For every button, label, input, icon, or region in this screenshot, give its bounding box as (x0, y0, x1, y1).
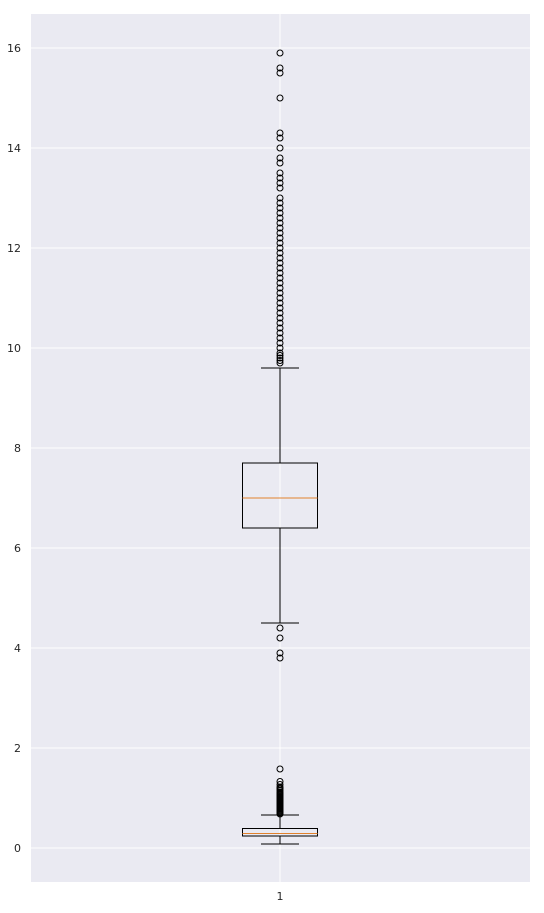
flier-point (276, 324, 284, 332)
flier-point (276, 154, 284, 162)
flier-point (276, 289, 284, 297)
flier-point (276, 209, 284, 217)
flier-point (276, 244, 284, 252)
flier-point (276, 634, 284, 642)
flier-point (276, 129, 284, 137)
flier-point (276, 279, 284, 287)
flier-point (276, 319, 284, 327)
flier-point (276, 204, 284, 212)
flier-point (276, 264, 284, 272)
flier-point (276, 159, 284, 167)
x-tick-label: 1 (277, 890, 284, 903)
flier-point (276, 234, 284, 242)
y-tick-label: 4 (14, 642, 21, 655)
flier-point (276, 229, 284, 237)
flier-point (276, 179, 284, 187)
flier-point (276, 254, 284, 262)
flier-point (276, 269, 284, 277)
flier-point (276, 314, 284, 322)
flier-point (276, 184, 284, 192)
y-tick-label: 16 (7, 42, 21, 55)
flier-point (276, 169, 284, 177)
flier-point (276, 294, 284, 302)
y-tick-label: 12 (7, 242, 21, 255)
flier-point (276, 334, 284, 342)
y-tick-label: 8 (14, 442, 21, 455)
box-iqr (242, 828, 318, 837)
flier-point (276, 94, 284, 102)
flier-point (276, 49, 284, 57)
flier-point (276, 249, 284, 257)
flier-point (276, 64, 284, 72)
box-iqr (242, 462, 318, 529)
flier-point (276, 349, 284, 357)
flier-point (276, 174, 284, 182)
flier-point (276, 144, 284, 152)
flier-point (276, 304, 284, 312)
y-tick-label: 6 (14, 542, 21, 555)
flier-point (276, 329, 284, 337)
flier-point (276, 352, 284, 359)
y-tick-label: 14 (7, 142, 21, 155)
flier-point (276, 134, 284, 142)
flier-point (276, 339, 284, 347)
flier-point (276, 224, 284, 232)
flier-point (276, 649, 284, 657)
flier-point (276, 344, 284, 352)
flier-point (276, 69, 284, 77)
flier-point (276, 219, 284, 227)
flier-point (276, 259, 284, 267)
flier-point (276, 194, 284, 202)
y-tick-label: 0 (14, 842, 21, 855)
flier-point (276, 357, 284, 364)
flier-point (276, 781, 284, 788)
flier-point (276, 274, 284, 282)
y-tick-label: 10 (7, 342, 21, 355)
flier-point (276, 359, 284, 367)
y-tick-label: 2 (14, 742, 21, 755)
flier-point (276, 778, 284, 785)
flier-point (276, 284, 284, 292)
flier-point (276, 765, 284, 773)
flier-point (276, 654, 284, 662)
flier-point (276, 239, 284, 247)
flier-point (276, 214, 284, 222)
flier-point (276, 354, 284, 362)
flier-point (276, 309, 284, 317)
flier-point (276, 624, 284, 632)
flier-point (276, 299, 284, 307)
flier-point (276, 199, 284, 207)
